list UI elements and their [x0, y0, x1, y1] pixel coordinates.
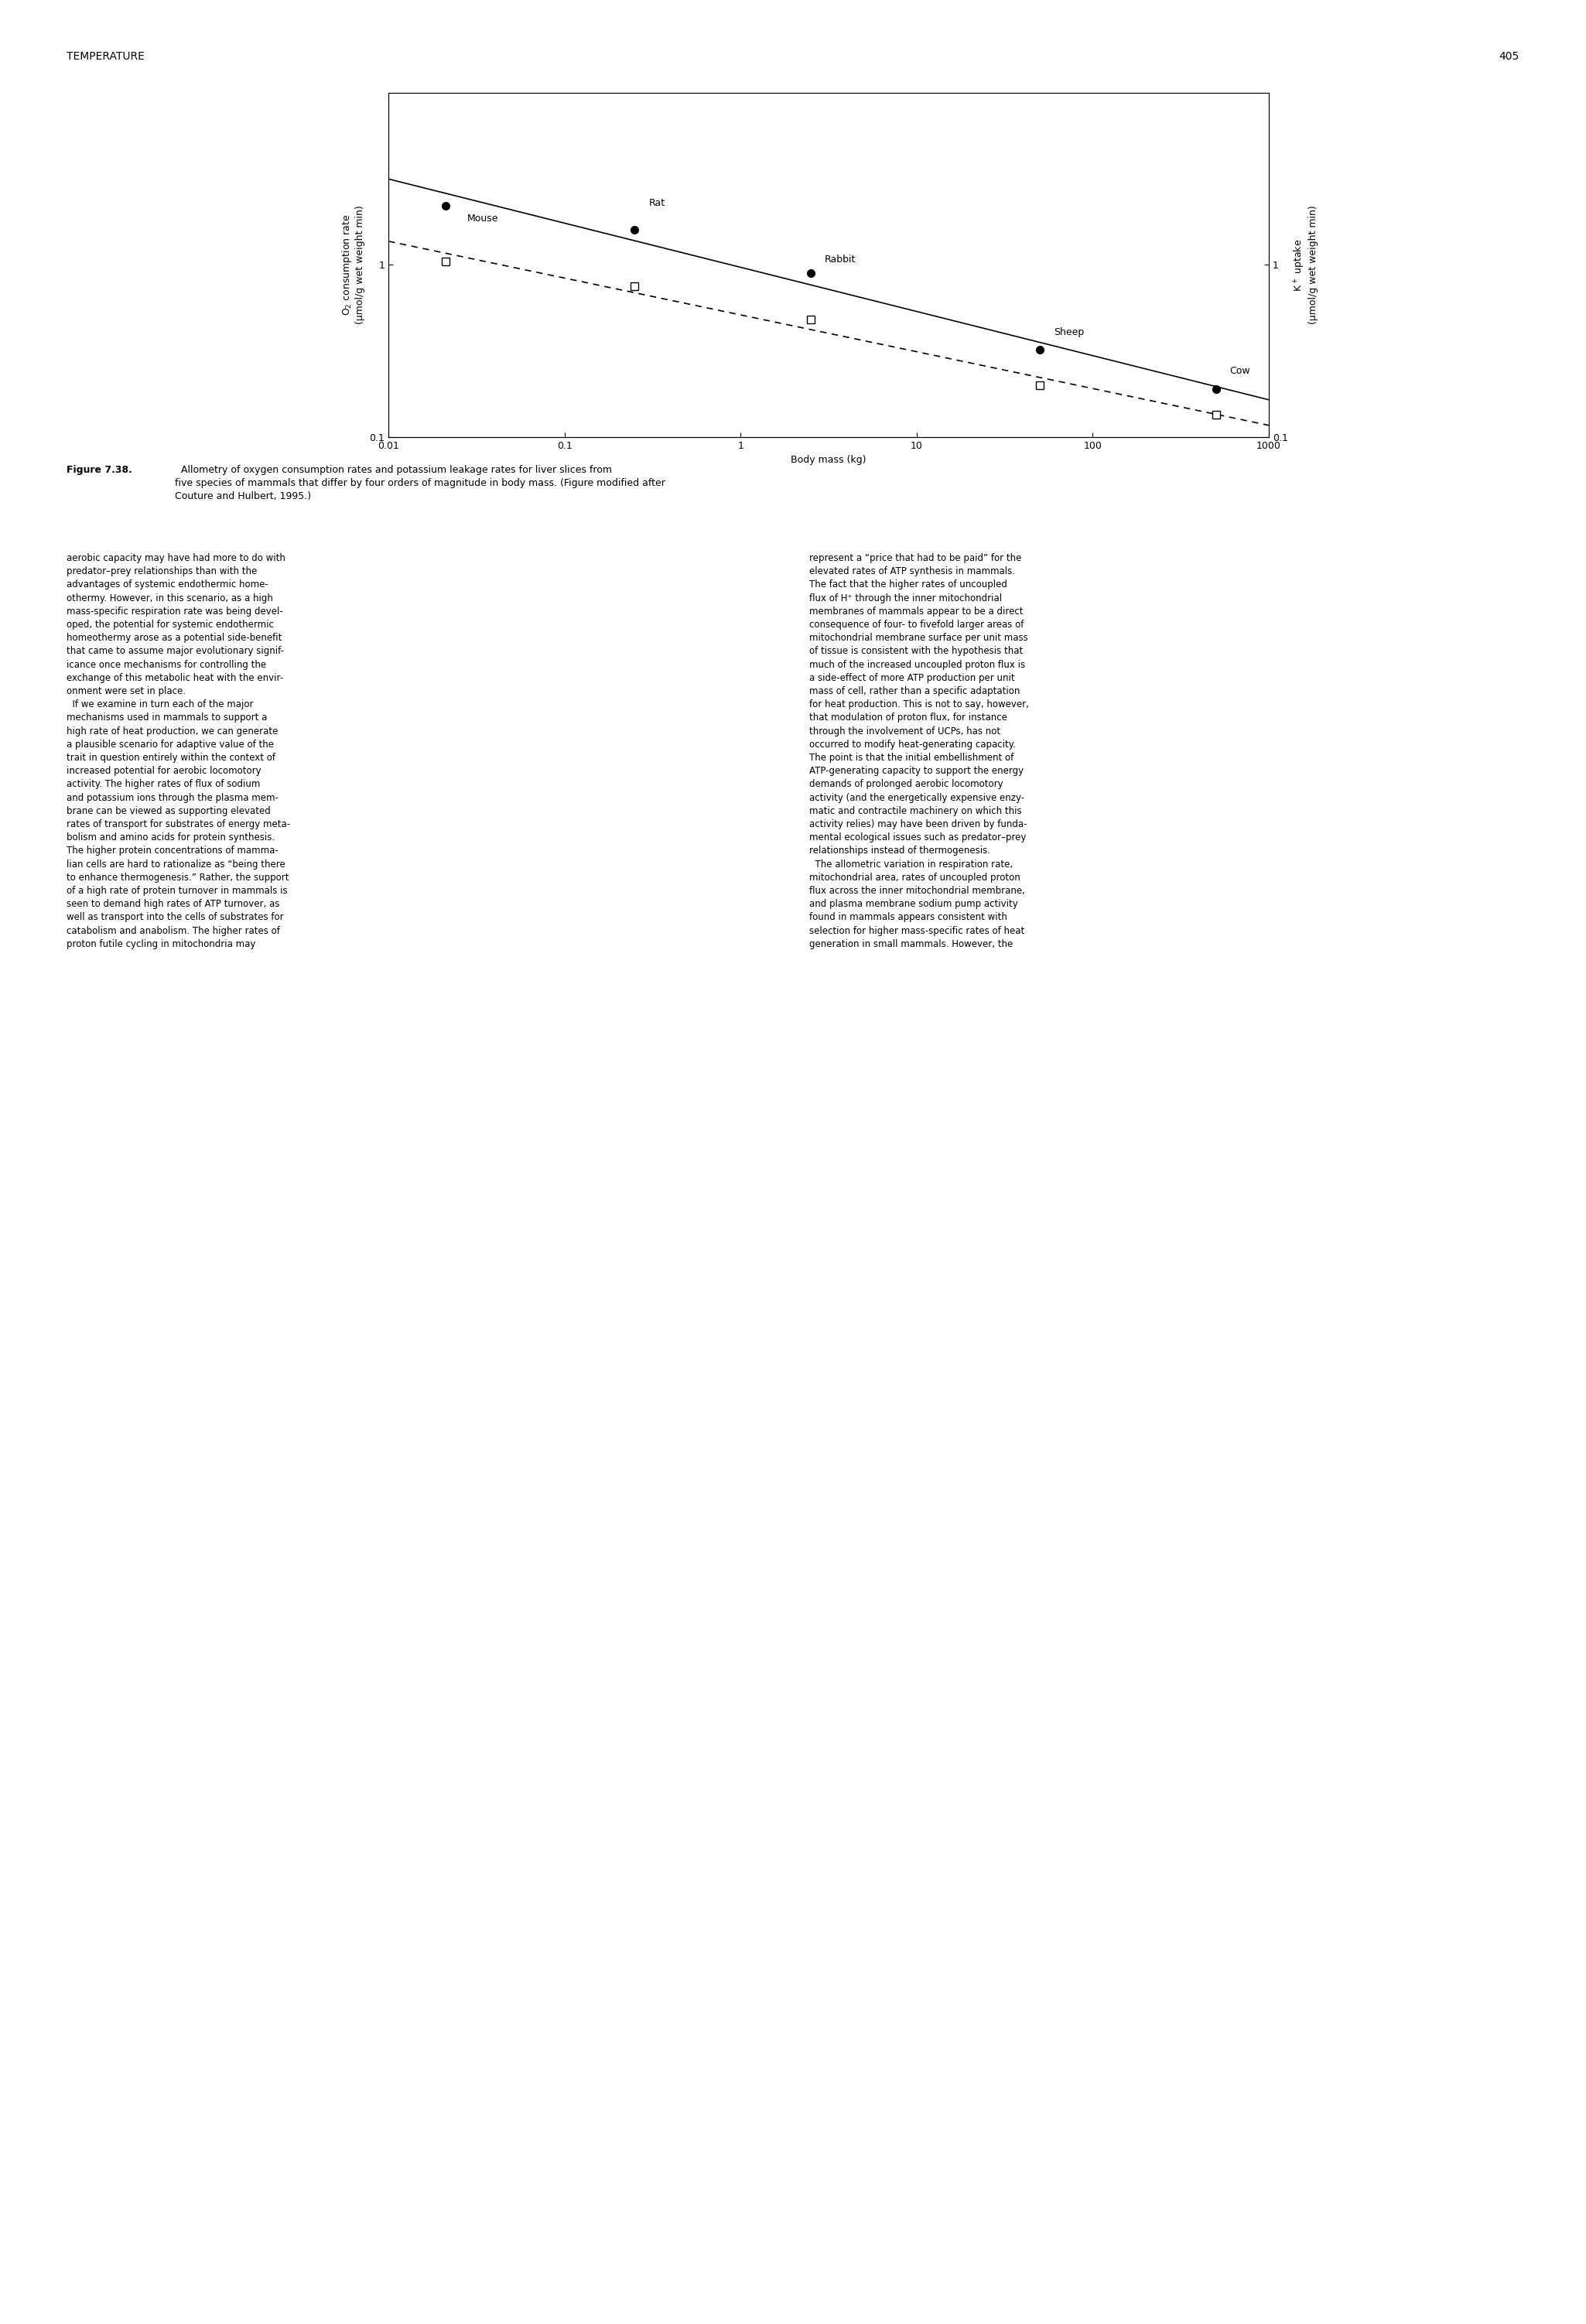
Text: Rat: Rat [649, 198, 665, 207]
Text: TEMPERATURE: TEMPERATURE [67, 51, 144, 63]
Text: Allometry of oxygen consumption rates and potassium leakage rates for liver slic: Allometry of oxygen consumption rates an… [174, 465, 665, 502]
Text: Cow: Cow [1229, 367, 1250, 376]
Text: Sheep: Sheep [1053, 328, 1085, 337]
Text: Figure 7.38.: Figure 7.38. [67, 465, 132, 474]
Text: Rabbit: Rabbit [825, 256, 856, 265]
Text: aerobic capacity may have had more to do with
predator–prey relationships than w: aerobic capacity may have had more to do… [67, 553, 290, 948]
Y-axis label: O$_2$ consumption rate
(μmol/g wet weight min): O$_2$ consumption rate (μmol/g wet weigh… [341, 205, 365, 325]
Text: 405: 405 [1499, 51, 1519, 63]
Y-axis label: K$^+$ uptake
(μmol/g wet weight min): K$^+$ uptake (μmol/g wet weight min) [1293, 205, 1318, 325]
Text: represent a “price that had to be paid” for the
elevated rates of ATP synthesis : represent a “price that had to be paid” … [809, 553, 1028, 948]
Text: Mouse: Mouse [468, 214, 498, 223]
X-axis label: Body mass (kg): Body mass (kg) [791, 456, 866, 465]
